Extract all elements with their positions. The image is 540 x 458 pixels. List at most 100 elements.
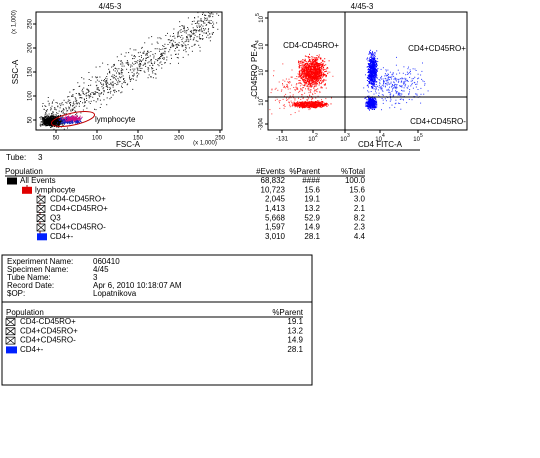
event-dot <box>68 96 70 97</box>
event-dot <box>368 77 370 79</box>
event-dot <box>54 109 56 110</box>
event-dot <box>73 116 75 118</box>
event-dot <box>309 74 311 76</box>
event-dot <box>104 79 105 81</box>
event-dot <box>88 72 90 73</box>
event-dot <box>282 84 284 86</box>
event-dot <box>163 46 165 47</box>
event-dot <box>186 30 188 32</box>
event-dot <box>317 88 319 90</box>
event-dot <box>155 59 157 60</box>
event-dot <box>207 22 209 24</box>
event-dot <box>375 74 377 76</box>
event-dot <box>317 103 319 105</box>
event-dot <box>370 63 372 65</box>
event-dot <box>316 81 318 83</box>
event-dot <box>65 112 67 114</box>
event-dot <box>90 80 92 81</box>
event-dot <box>327 73 329 75</box>
event-dot <box>305 88 306 90</box>
event-dot <box>178 45 180 46</box>
event-dot <box>312 73 313 75</box>
event-dot <box>375 85 377 87</box>
event-dot <box>317 105 319 107</box>
event-dot <box>316 58 318 60</box>
event-dot <box>305 63 307 64</box>
event-dot <box>47 117 49 119</box>
event-dot <box>372 68 374 70</box>
event-dot <box>376 75 378 77</box>
event-dot <box>310 83 312 85</box>
event-dot <box>102 62 104 64</box>
event-dot <box>209 33 211 35</box>
event-dot <box>373 81 375 83</box>
event-dot <box>161 55 163 57</box>
event-dot <box>52 119 54 121</box>
event-dot <box>170 47 171 49</box>
event-dot <box>52 123 54 125</box>
event-dot <box>321 102 323 104</box>
event-dot <box>63 121 65 123</box>
event-dot <box>309 53 310 55</box>
event-dot <box>306 63 308 64</box>
event-dot <box>216 13 218 15</box>
event-dot <box>175 53 177 55</box>
tick-label: 150 <box>133 136 144 142</box>
event-dot <box>181 35 183 36</box>
event-dot <box>313 105 315 107</box>
event-dot <box>376 70 378 72</box>
event-dot <box>106 78 108 80</box>
event-dot <box>192 27 194 29</box>
event-dot <box>202 20 204 22</box>
event-dot <box>183 49 185 51</box>
event-dot <box>310 65 311 67</box>
event-dot <box>296 87 298 89</box>
event-dot <box>76 120 78 122</box>
event-dot <box>323 105 325 106</box>
event-dot <box>70 116 72 118</box>
event-dot <box>304 55 306 57</box>
event-dot <box>307 102 309 104</box>
event-dot <box>319 64 321 66</box>
event-dot <box>319 79 321 81</box>
event-dot <box>40 125 42 127</box>
event-dot <box>313 78 315 80</box>
event-dot <box>187 38 189 40</box>
event-dot <box>186 40 188 42</box>
event-dot <box>302 106 304 108</box>
event-dot <box>161 64 163 65</box>
event-dot <box>288 81 290 83</box>
event-dot <box>156 60 158 62</box>
event-dot <box>321 103 323 105</box>
event-dot <box>125 62 127 64</box>
event-dot <box>49 116 51 118</box>
event-dot <box>192 39 194 41</box>
event-dot <box>304 66 306 68</box>
event-dot <box>97 92 99 93</box>
event-dot <box>327 104 329 106</box>
event-dot <box>316 82 318 84</box>
event-dot <box>323 65 325 66</box>
event-dot <box>273 70 275 72</box>
event-dot <box>307 70 309 72</box>
event-dot <box>310 106 312 108</box>
event-dot <box>308 92 310 94</box>
event-dot <box>98 94 100 96</box>
event-dot <box>190 38 192 40</box>
event-dot <box>133 55 135 57</box>
event-dot <box>102 84 104 86</box>
event-dot <box>151 70 153 72</box>
event-dot <box>312 94 314 96</box>
event-dot <box>160 56 161 57</box>
event-dot <box>59 107 61 109</box>
event-dot <box>316 66 318 67</box>
event-dot <box>317 79 319 80</box>
event-dot <box>61 122 63 124</box>
event-dot <box>70 116 72 118</box>
event-dot <box>298 61 300 63</box>
event-dot <box>310 102 312 104</box>
event-dot <box>74 118 76 120</box>
event-dot <box>69 117 71 119</box>
event-dot <box>326 105 328 107</box>
event-dot <box>301 61 303 63</box>
